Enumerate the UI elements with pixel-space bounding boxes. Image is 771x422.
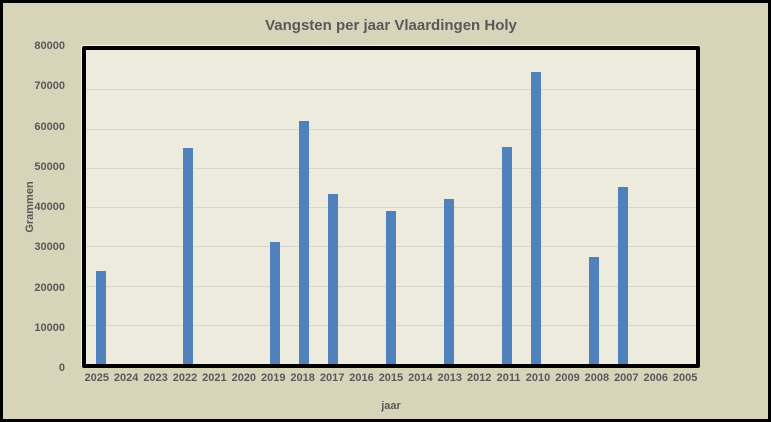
y-axis-tick-labels: 80000 70000 60000 50000 40000 30000 20000 10000…	[3, 40, 75, 374]
x-axis-title: jaar	[381, 400, 401, 412]
bar-2019	[269, 242, 280, 364]
x-tick-label: 2008	[584, 372, 610, 384]
y-tick-label: 0	[58, 362, 65, 374]
x-tick-label: 2014	[408, 372, 433, 384]
bar-2008	[589, 256, 600, 364]
x-tick-label: 2020	[231, 372, 257, 384]
bar-2007	[618, 186, 629, 364]
bar-2017	[327, 194, 338, 364]
plot-area	[82, 46, 700, 368]
x-tick-label: 2005	[672, 372, 698, 384]
bar-2015	[386, 210, 396, 364]
x-tick-label: 2006	[643, 372, 668, 384]
bars-layer	[86, 50, 696, 364]
x-tick-label: 2007	[614, 372, 639, 384]
y-tick-label: 50000	[34, 160, 65, 173]
x-tick-label: 2022	[172, 372, 198, 384]
x-tick-label: 2017	[319, 372, 345, 384]
y-tick-label: 20000	[34, 281, 65, 294]
x-tick-label: 2016	[349, 372, 374, 384]
x-tick-label: 2011	[496, 372, 521, 384]
chart-title: Vangsten per jaar Vlaardingen Holy	[265, 17, 517, 34]
bar-2010	[531, 71, 542, 364]
x-tick-label: 2025	[84, 372, 109, 384]
y-tick-label: 40000	[34, 201, 65, 213]
x-axis-tick-labels: 2025 2024 2023 2022 2021 2020 2019 2018 2017 2016…	[82, 372, 700, 384]
x-tick-label: 2024	[113, 372, 139, 384]
gridline	[86, 89, 696, 91]
y-tick-label: 70000	[34, 80, 65, 93]
x-tick-label: 2021	[202, 372, 227, 384]
x-tick-label: 2009	[555, 372, 580, 384]
bar-2011	[502, 147, 513, 364]
gridline	[86, 128, 696, 130]
x-tick-label: 2019	[261, 372, 286, 384]
y-tick-label: 80000	[34, 40, 65, 52]
bar-2018	[298, 120, 309, 364]
x-tick-label: 2023	[143, 372, 168, 384]
gridline	[86, 207, 696, 208]
bar-2013	[444, 199, 455, 364]
x-tick-label: 2010	[525, 372, 551, 384]
gridline	[86, 167, 696, 169]
bar-2022	[182, 148, 193, 364]
y-tick-label: 60000	[34, 120, 65, 133]
y-tick-label: 10000	[34, 321, 65, 334]
x-tick-label: 2012	[466, 372, 492, 384]
x-tick-label: 2013	[437, 372, 463, 384]
x-tick-label: 2015	[378, 372, 404, 384]
y-tick-label: 30000	[34, 241, 65, 254]
x-tick-label: 2018	[290, 372, 315, 384]
bar-2025	[95, 270, 106, 364]
